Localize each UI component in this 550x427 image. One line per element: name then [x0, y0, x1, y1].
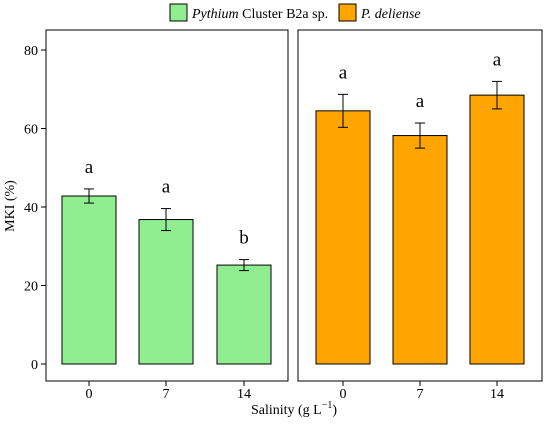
- significance-letter-series1-7: a: [416, 91, 425, 112]
- legend-label-pythium-italic: Pythium: [191, 7, 239, 22]
- legend-swatch-deliense: [338, 3, 357, 22]
- y-tick-label-60: 60: [24, 123, 38, 138]
- bar-series1-14: [469, 94, 525, 365]
- x-axis-label-main: Salinity (g L: [251, 403, 322, 418]
- y-tick-label-20: 20: [24, 280, 38, 295]
- significance-letter-series0-14: b: [239, 228, 249, 249]
- y-tick-label-80: 80: [24, 44, 38, 59]
- bar-series0-7: [138, 219, 194, 365]
- legend-swatch-pythium: [169, 3, 188, 22]
- x-tick-label-series0-0: 0: [86, 387, 93, 402]
- legend: Pythium Cluster B2a sp. P. deliense: [169, 3, 421, 22]
- y-tick-label-0: 0: [31, 358, 38, 373]
- significance-letter-series1-14: a: [493, 49, 502, 70]
- x-axis-label-sup: −1: [322, 400, 333, 411]
- legend-label-pythium-rest: Cluster B2a sp.: [239, 7, 328, 22]
- x-tick-label-series1-7: 7: [417, 387, 424, 402]
- significance-letter-series1-0: a: [339, 62, 348, 83]
- legend-label-pythium: Pythium Cluster B2a sp.: [191, 7, 328, 22]
- y-tick-label-40: 40: [24, 201, 38, 216]
- bar-series1-7: [392, 135, 448, 365]
- x-tick-label-series1-14: 14: [490, 387, 504, 402]
- y-axis-ticks: 0 20 40 60 80: [24, 44, 46, 373]
- bar-series0-0: [61, 195, 117, 365]
- bars: a 0 a 7 b 14 a 0 a 7 a 14: [61, 49, 525, 402]
- x-axis-label: Salinity (g L−1): [251, 400, 337, 418]
- bar-series0-14: [216, 264, 272, 365]
- x-tick-label-series1-0: 0: [340, 387, 347, 402]
- x-axis-label-close: ): [332, 403, 337, 418]
- significance-letter-series0-0: a: [85, 157, 94, 178]
- y-axis-label: MKI (%): [3, 180, 18, 232]
- legend-label-deliense: P. deliense: [360, 7, 421, 22]
- significance-letter-series0-7: a: [162, 177, 171, 198]
- bar-series1-0: [315, 110, 371, 365]
- x-tick-label-series0-7: 7: [163, 387, 170, 402]
- x-tick-label-series0-14: 14: [237, 387, 251, 402]
- panel-left-frame: [45, 29, 289, 382]
